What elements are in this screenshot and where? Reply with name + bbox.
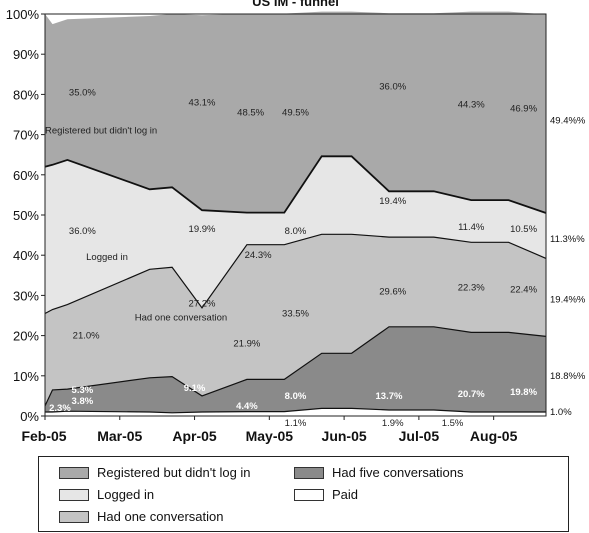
data-label: 19.4% <box>379 196 406 207</box>
boundary-had-five-conversations <box>44 326 547 407</box>
data-label: 4.4% <box>236 401 258 412</box>
legend: Registered but didn't log in Logged in H… <box>38 456 569 532</box>
funnel-area-chart: US IM - funnel 0% 10% 20% 30% 40% 50% 60% 70% 80%… <box>6 0 586 444</box>
data-label: 3.8% <box>72 396 94 407</box>
y-tick-label: 0% <box>20 409 39 424</box>
data-label: 44.3% <box>458 99 485 110</box>
legend-label-five-conversations: Had five conversations <box>332 465 464 480</box>
y-tick-label: 80% <box>13 87 39 102</box>
data-label: 35.0% <box>69 87 96 98</box>
data-label: 10.5% <box>510 224 537 235</box>
y-tick-label: 20% <box>13 329 39 344</box>
data-label: 43.1% <box>189 97 216 108</box>
y-tick-label: 60% <box>13 168 39 183</box>
data-label: 5.3% <box>72 385 94 396</box>
legend-label-registered: Registered but didn't log in <box>97 465 251 480</box>
legend-item-paid: Paid <box>294 487 358 502</box>
y-tick-label: 70% <box>13 128 39 143</box>
x-tick-label: May-05 <box>246 428 294 444</box>
data-label: 9.1% <box>184 383 206 394</box>
chart-title: US IM - funnel <box>252 0 339 9</box>
x-tick-label: Jun-05 <box>322 428 367 444</box>
x-tick-label: Apr-05 <box>172 428 217 444</box>
data-label: Registered but didn't log in <box>45 126 157 137</box>
boundary-had-one-conversation <box>44 233 547 315</box>
data-label: 11.4% <box>458 222 485 233</box>
data-label: 19.8% <box>510 387 537 398</box>
data-label: 36.0% <box>69 226 96 237</box>
y-tick-label: 30% <box>13 288 39 303</box>
data-label: 2.3% <box>49 403 71 414</box>
right-data-label: 11.3%% <box>550 234 585 245</box>
legend-label-one-conversation: Had one conversation <box>97 509 224 524</box>
data-label: 8.0% <box>285 391 307 402</box>
data-label: 1.5% <box>442 418 464 429</box>
x-tick-label: Jul-05 <box>399 428 440 444</box>
y-tick-label: 40% <box>13 248 39 263</box>
data-label: 33.5% <box>282 308 309 319</box>
right-data-label: 18.8%% <box>550 371 586 382</box>
data-label: 1.1% <box>285 418 307 429</box>
area-registered-but-didn-t-log-in <box>45 11 546 213</box>
legend-item-one-conversation: Had one conversation <box>59 509 223 524</box>
legend-swatch-five-conversations <box>294 466 324 479</box>
data-label: 22.3% <box>458 282 485 293</box>
x-tick-label: Feb-05 <box>21 428 66 444</box>
legend-item-five-conversations: Had five conversations <box>294 465 464 480</box>
right-data-label: 49.4%% <box>550 116 586 127</box>
legend-label-logged-in: Logged in <box>97 487 155 502</box>
data-label: 22.4% <box>510 284 537 295</box>
data-label: 27.2% <box>189 298 216 309</box>
data-label: 36.0% <box>379 81 406 92</box>
data-label: 1.9% <box>382 418 404 429</box>
data-label: 29.6% <box>379 286 406 297</box>
legend-item-registered: Registered but didn't log in <box>59 465 251 480</box>
data-label: 19.9% <box>189 224 216 235</box>
y-tick-label: 90% <box>13 47 39 62</box>
area-had-one-conversation <box>45 234 546 406</box>
y-tick-label: 100% <box>6 7 40 22</box>
data-label: Had one conversation <box>135 313 227 324</box>
x-tick-label: Aug-05 <box>470 428 518 444</box>
data-label: 13.7% <box>376 391 403 402</box>
x-tick-label: Mar-05 <box>97 428 142 444</box>
data-label: Logged in <box>86 252 128 263</box>
boundary-paid <box>45 407 546 414</box>
data-label: 24.3% <box>245 250 272 261</box>
data-label: 21.0% <box>73 331 100 342</box>
y-tick-label: 50% <box>13 208 39 223</box>
y-tick-label: 10% <box>13 369 39 384</box>
data-label: 20.7% <box>458 389 485 400</box>
legend-label-paid: Paid <box>332 487 359 502</box>
legend-item-logged-in: Logged in <box>59 487 154 502</box>
legend-swatch-registered <box>59 466 89 479</box>
legend-swatch-one-conversation <box>59 510 89 523</box>
right-data-label: 19.4%% <box>550 294 586 305</box>
legend-swatch-logged-in <box>59 488 89 501</box>
area-logged-in <box>45 156 546 314</box>
data-label: 49.5% <box>282 107 309 118</box>
data-label: 48.5% <box>237 107 264 118</box>
data-label: 21.9% <box>233 339 260 350</box>
legend-swatch-paid <box>294 488 324 501</box>
data-label: 46.9% <box>510 103 537 114</box>
data-label: 8.0% <box>285 226 307 237</box>
area-had-five-conversations <box>45 326 546 413</box>
boundary-logged-in <box>44 155 547 214</box>
right-data-label: 1.0% <box>550 407 572 418</box>
